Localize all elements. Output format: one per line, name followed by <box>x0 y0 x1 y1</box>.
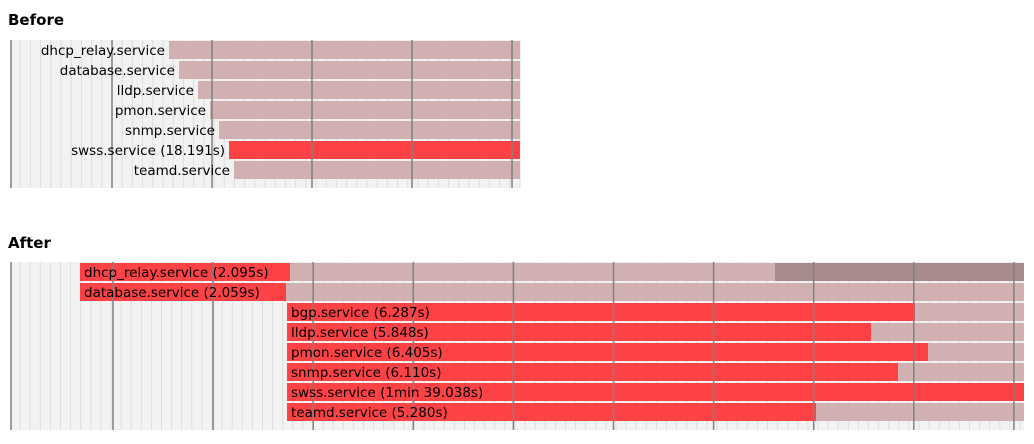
row-label: dhcp_relay.service (2.095s) <box>84 265 269 281</box>
inactive-bar <box>169 41 520 59</box>
row-label: teamd.service <box>134 163 230 179</box>
after-heading: After <box>8 234 51 252</box>
row-label: bgp.service (6.287s) <box>291 305 430 321</box>
active-bar <box>287 323 871 341</box>
row-label: lldp.service <box>117 83 194 99</box>
panel-before: dhcp_relay.service database.service lldp.s… <box>10 40 521 188</box>
before-heading: Before <box>8 11 65 29</box>
active-bar <box>80 283 286 301</box>
row-label: dhcp_relay.service <box>41 43 165 59</box>
inactive-bar <box>198 81 520 99</box>
row-label: database.service <box>60 63 175 79</box>
inactive-bar <box>179 61 520 79</box>
inactive-bar <box>219 121 520 139</box>
active-bar <box>229 141 520 159</box>
panel-after: dhcp_relay.service (2.095s) database.serv… <box>10 262 1024 430</box>
row-label: snmp.service (6.110s) <box>291 365 441 381</box>
row-label: teamd.service (5.280s) <box>291 405 448 421</box>
active-bar <box>287 303 915 321</box>
active-bar <box>80 263 290 281</box>
inactive-bar <box>80 283 1024 301</box>
active-bar <box>287 363 898 381</box>
active-bar <box>287 343 928 361</box>
bars-group <box>80 263 1024 421</box>
bars-group <box>169 41 520 179</box>
active-bar <box>287 383 1024 401</box>
row-label: swss.service (18.191s) <box>71 143 225 159</box>
row-label: swss.service (1min 39.038s) <box>291 385 483 401</box>
active-bar <box>287 403 816 421</box>
row-label: pmon.service (6.405s) <box>291 345 443 361</box>
row-label: snmp.service <box>125 123 215 139</box>
row-label: lldp.service (5.848s) <box>291 325 429 341</box>
inactive-bar <box>234 161 520 179</box>
row-label: database.service (2.059s) <box>84 285 260 301</box>
dark-segment <box>775 263 1024 281</box>
row-label: pmon.service <box>115 103 206 119</box>
inactive-bar <box>210 101 520 119</box>
